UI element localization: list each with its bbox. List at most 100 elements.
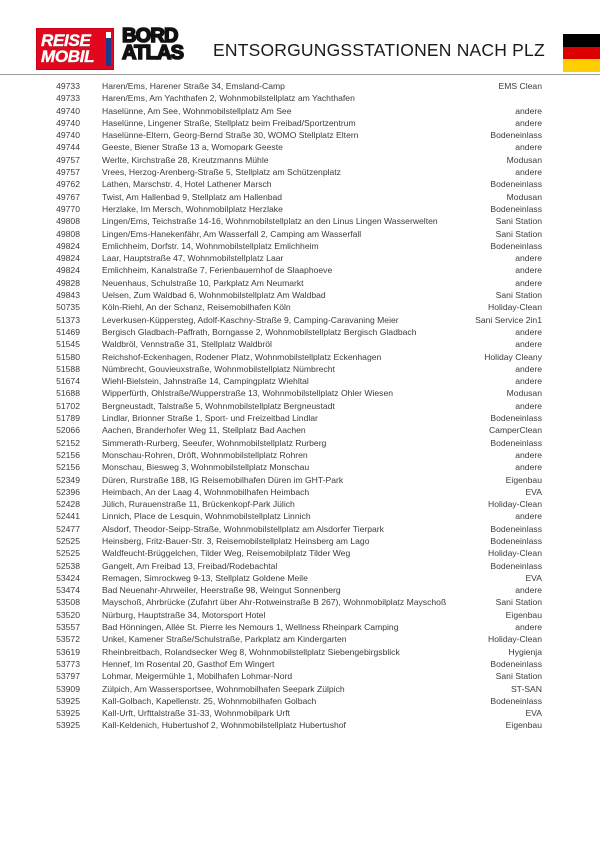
table-row: 51674 Wiehl-Bielstein, Jahnstraße 14, Cam… bbox=[0, 375, 600, 387]
cell-location: Kall-Golbach, Kapellenstr. 25, Wohnmobil… bbox=[102, 695, 317, 706]
table-row: 52525 Heinsberg, Fritz-Bauer-Str. 3, Reis… bbox=[0, 535, 600, 547]
cell-location: Herzlake, Im Mersch, Wohnmobilplatz Herz… bbox=[102, 203, 283, 214]
header-divider bbox=[0, 74, 600, 75]
cell-location: Werlte, Kirchstraße 28, Kreutzmanns Mühl… bbox=[102, 154, 269, 165]
cell-plz: 49744 bbox=[56, 142, 80, 153]
cell-location: Leverkusen-Küppersteg, Adolf-Kaschny-Str… bbox=[102, 314, 399, 325]
cell-location: Monschau-Rohren, Dröft, Wohnmobilstellpl… bbox=[102, 449, 308, 460]
cell-plz: 51702 bbox=[56, 400, 80, 411]
table-row: 53424 Remagen, Simrockweg 9-13, Stellplat… bbox=[0, 572, 600, 584]
cell-plz: 51789 bbox=[56, 413, 80, 424]
table-row: 52156 Monschau, Biesweg 3, Wohnmobilstell… bbox=[0, 461, 600, 473]
cell-plz: 51545 bbox=[56, 339, 80, 350]
cell-disposal-system: EVA bbox=[525, 708, 542, 719]
cell-plz: 52396 bbox=[56, 486, 80, 497]
cell-plz: 52152 bbox=[56, 437, 80, 448]
cell-location: Unkel, Kamener Straße/Schulstraße, Parkp… bbox=[102, 634, 347, 645]
table-row: 52152 Simmerath-Rurberg, Seeufer, Wohnmob… bbox=[0, 437, 600, 449]
cell-location: Waldfeucht-Brüggelchen, Tilder Weg, Reis… bbox=[102, 548, 351, 559]
cell-disposal-system: Sani Station bbox=[495, 216, 542, 227]
table-row: 49757 Werlte, Kirchstraße 28, Kreutzmanns… bbox=[0, 154, 600, 166]
disposal-stations-table: 49733 Haren/Ems, Harener Straße 34, Emsla… bbox=[0, 80, 600, 732]
cell-disposal-system: Bodeneinlass bbox=[490, 413, 542, 424]
cell-location: Haselünne, Lingener Straße, Stellplatz b… bbox=[102, 117, 356, 128]
cell-location: Gangelt, Am Freibad 13, Freibad/Rodebach… bbox=[102, 560, 278, 571]
cell-location: Haren/Ems, Harener Straße 34, Emsland-Ca… bbox=[102, 81, 285, 91]
cell-plz: 51469 bbox=[56, 326, 80, 337]
cell-disposal-system: Bodeneinlass bbox=[490, 535, 542, 546]
cell-plz: 49767 bbox=[56, 191, 80, 202]
table-row: 49767 Twist, Am Hallenbad 9, Stellplatz a… bbox=[0, 191, 600, 203]
cell-location: Lathen, Marschstr. 4, Hotel Lathener Mar… bbox=[102, 179, 272, 190]
cell-disposal-system: Holiday Cleany bbox=[484, 351, 542, 362]
cell-disposal-system: CamperClean bbox=[488, 425, 542, 436]
cell-disposal-system: Sani Station bbox=[495, 290, 542, 301]
cell-location: Uelsen, Zum Waldbad 6, Wohnmobilstellpla… bbox=[102, 290, 326, 301]
table-row: 53925 Kall-Golbach, Kapellenstr. 25, Wohn… bbox=[0, 695, 600, 707]
cell-plz: 52538 bbox=[56, 560, 80, 571]
cell-location: Jülich, Rurauenstraße 11, Brückenkopf-Pa… bbox=[102, 499, 295, 510]
cell-plz: 52349 bbox=[56, 474, 80, 485]
cell-disposal-system: Sani Station bbox=[495, 597, 542, 608]
cell-plz: 53925 bbox=[56, 720, 80, 731]
cell-disposal-system: Bodeneinlass bbox=[490, 695, 542, 706]
cell-location: Laar, Hauptstraße 47, Wohnmobilstellplat… bbox=[102, 253, 284, 264]
cell-disposal-system: andere bbox=[515, 363, 542, 374]
cell-plz: 49824 bbox=[56, 265, 80, 276]
table-row: 53925 Kall-Urft, Urfttalstraße 31-33, Woh… bbox=[0, 707, 600, 719]
cell-location: Hennef, Im Rosental 20, Gasthof Em Winge… bbox=[102, 658, 275, 669]
table-row: 53773 Hennef, Im Rosental 20, Gasthof Em … bbox=[0, 658, 600, 670]
cell-location: Zülpich, Am Wassersportsee, Wohnmobilhaf… bbox=[102, 683, 345, 694]
cell-disposal-system: Holiday-Clean bbox=[488, 499, 542, 510]
cell-plz: 49828 bbox=[56, 277, 80, 288]
cell-disposal-system: andere bbox=[515, 142, 542, 153]
cell-disposal-system: andere bbox=[515, 449, 542, 460]
cell-location: Waldbröl, Vennstraße 31, Stellplatz Wald… bbox=[102, 339, 272, 350]
cell-location: Haselünne, Am See, Wohnmobilstellplatz A… bbox=[102, 105, 292, 116]
cell-location: Linnich, Place de Lesquin, Wohnmobilstel… bbox=[102, 511, 311, 522]
cell-disposal-system: Modusan bbox=[506, 191, 542, 202]
table-row: 51588 Nümbrecht, Gouvieuxstraße, Wohnmobi… bbox=[0, 363, 600, 375]
table-row: 53474 Bad Neuenahr-Ahrweiler, Heerstraße … bbox=[0, 584, 600, 596]
cell-disposal-system: Holiday-Clean bbox=[488, 548, 542, 559]
cell-disposal-system: Bodeneinlass bbox=[490, 130, 542, 141]
cell-disposal-system: Hygienja bbox=[508, 646, 542, 657]
cell-plz: 51588 bbox=[56, 363, 80, 374]
cell-disposal-system: Sani Station bbox=[495, 228, 542, 239]
cell-disposal-system: andere bbox=[515, 167, 542, 178]
table-row: 51373 Leverkusen-Küppersteg, Adolf-Kaschn… bbox=[0, 314, 600, 326]
cell-plz: 53773 bbox=[56, 658, 80, 669]
cell-disposal-system: Sani Service 2in1 bbox=[475, 314, 542, 325]
cell-plz: 53619 bbox=[56, 646, 80, 657]
cell-plz: 52525 bbox=[56, 535, 80, 546]
cell-location: Twist, Am Hallenbad 9, Stellplatz am Hal… bbox=[102, 191, 283, 202]
flag-band-black bbox=[563, 34, 600, 47]
cell-disposal-system: andere bbox=[515, 339, 542, 350]
cell-plz: 49808 bbox=[56, 216, 80, 227]
table-row: 53520 Nürburg, Hauptstraße 34, Motorsport… bbox=[0, 609, 600, 621]
cell-disposal-system: andere bbox=[515, 326, 542, 337]
cell-disposal-system: andere bbox=[515, 400, 542, 411]
cell-location: Bergneustadt, Talstraße 5, Wohnmobilstel… bbox=[102, 400, 335, 411]
cell-plz: 51373 bbox=[56, 314, 80, 325]
table-row: 49757 Vrees, Herzog-Arenberg-Straße 5, St… bbox=[0, 166, 600, 178]
bordatlas-logo-line1: BORD bbox=[121, 25, 179, 47]
cell-disposal-system: andere bbox=[515, 265, 542, 276]
cell-disposal-system: Bodeneinlass bbox=[490, 523, 542, 534]
cell-plz: 53909 bbox=[56, 683, 80, 694]
cell-location: Wiehl-Bielstein, Jahnstraße 14, Campingp… bbox=[102, 376, 309, 387]
cell-location: Simmerath-Rurberg, Seeufer, Wohnmobilste… bbox=[102, 437, 327, 448]
table-row: 49824 Emlichheim, Kanalstraße 7, Ferienba… bbox=[0, 264, 600, 276]
table-row: 52156 Monschau-Rohren, Dröft, Wohnmobilst… bbox=[0, 449, 600, 461]
cell-disposal-system: Holiday-Clean bbox=[488, 634, 542, 645]
table-row: 51580 Reichshof-Eckenhagen, Rodener Platz… bbox=[0, 351, 600, 363]
table-row: 52538 Gangelt, Am Freibad 13, Freibad/Rod… bbox=[0, 560, 600, 572]
table-row: 49770 Herzlake, Im Mersch, Wohnmobilplatz… bbox=[0, 203, 600, 215]
cell-location: Kall-Urft, Urfttalstraße 31-33, Wohnmobi… bbox=[102, 708, 291, 719]
table-row: 49824 Laar, Hauptstraße 47, Wohnmobilstel… bbox=[0, 252, 600, 264]
cell-plz: 50735 bbox=[56, 302, 80, 313]
cell-disposal-system: Modusan bbox=[506, 388, 542, 399]
cell-location: Remagen, Simrockweg 9-13, Stellplatz Gol… bbox=[102, 572, 308, 583]
reisemobil-logo-stripe bbox=[106, 32, 111, 66]
cell-plz: 49843 bbox=[56, 290, 80, 301]
